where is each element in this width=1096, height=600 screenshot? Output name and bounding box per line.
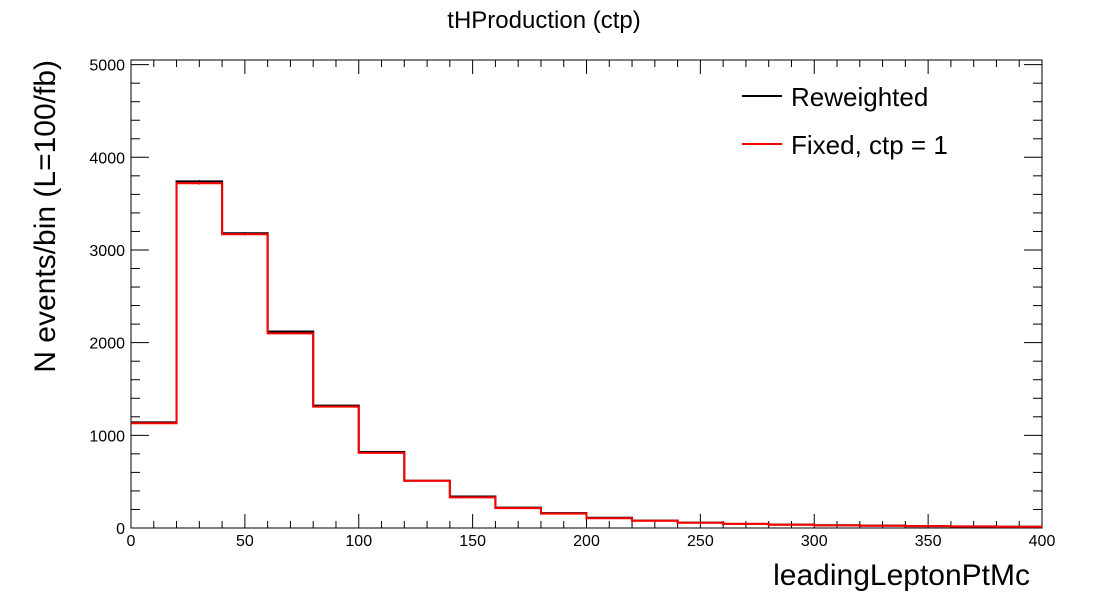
y-axis: 0 1000 2000 3000 4000 5000 bbox=[89, 58, 1042, 538]
y-tick-label: 1000 bbox=[89, 428, 125, 445]
x-axis-title: leadingLeptonPtMc bbox=[773, 559, 1030, 592]
x-tick-label: 50 bbox=[236, 533, 254, 550]
chart-title: tHProduction (ctp) bbox=[447, 7, 640, 34]
y-tick-label: 2000 bbox=[89, 336, 125, 353]
x-tick-label: 150 bbox=[459, 533, 486, 550]
y-tick-label: 0 bbox=[116, 521, 125, 538]
y-tick-label: 4000 bbox=[89, 150, 125, 167]
x-axis: 0 50 100 150 200 250 300 350 400 bbox=[127, 60, 1056, 550]
series-layer bbox=[131, 179, 1042, 528]
x-tick-label: 100 bbox=[345, 533, 372, 550]
x-tick-label: 200 bbox=[573, 533, 600, 550]
x-tick-label: 350 bbox=[915, 533, 942, 550]
legend-label-reweighted: Reweighted bbox=[791, 82, 928, 112]
x-tick-label: 250 bbox=[687, 533, 714, 550]
y-tick-label: 3000 bbox=[89, 243, 125, 260]
x-tick-label: 300 bbox=[801, 533, 828, 550]
y-tick-label: 5000 bbox=[89, 58, 125, 75]
x-tick-label: 400 bbox=[1029, 533, 1056, 550]
legend: Reweighted Fixed, ctp = 1 bbox=[742, 82, 948, 160]
x-tick-label: 0 bbox=[127, 533, 136, 550]
legend-label-fixed: Fixed, ctp = 1 bbox=[791, 130, 948, 160]
y-axis-title: N events/bin (L=100/fb) bbox=[29, 60, 62, 373]
